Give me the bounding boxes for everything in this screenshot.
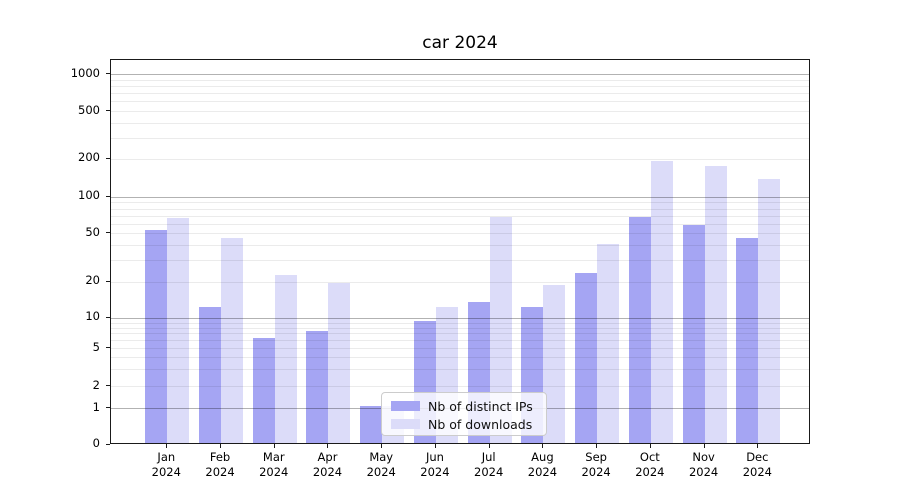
y-tick-label-1000: 1000 bbox=[70, 65, 100, 80]
y-tick-label-50: 50 bbox=[85, 224, 100, 239]
x-tick-label-nov: Nov 2024 bbox=[688, 450, 719, 479]
legend-label-ips: Nb of distinct IPs bbox=[428, 398, 533, 414]
x-tick-label-jan: Jan 2024 bbox=[151, 450, 181, 479]
x-tick-label-may: May 2024 bbox=[366, 450, 396, 479]
y-tick-mark-500 bbox=[106, 110, 110, 111]
bar-ips-may bbox=[360, 406, 383, 443]
bar-ips-oct bbox=[628, 216, 651, 443]
y-tick-mark-20 bbox=[106, 280, 110, 282]
bar-downloads-jan bbox=[167, 218, 190, 443]
gridline-minor-500 bbox=[111, 111, 809, 112]
y-tick-mark-1 bbox=[106, 407, 110, 408]
x-tick-label-dec: Dec 2024 bbox=[742, 450, 772, 479]
gridline-minor-700 bbox=[111, 93, 809, 95]
y-tick-label-10: 10 bbox=[85, 309, 100, 324]
y-tick-label-1: 1 bbox=[92, 399, 100, 414]
bar-downloads-feb bbox=[221, 237, 244, 443]
x-tick-mark-8 bbox=[596, 444, 598, 448]
gridline-major-1000 bbox=[111, 74, 809, 75]
legend-swatch-ips bbox=[391, 401, 420, 411]
y-tick-mark-100 bbox=[106, 195, 110, 197]
x-tick-label-jun: Jun 2024 bbox=[420, 450, 450, 479]
x-tick-label-aug: Aug 2024 bbox=[527, 450, 558, 479]
bar-ips-feb bbox=[199, 306, 222, 443]
y-tick-label-100: 100 bbox=[78, 188, 100, 203]
chart-title: car 2024 bbox=[422, 33, 498, 53]
x-tick-label-sep: Sep 2024 bbox=[581, 450, 611, 479]
gridline-minor-900 bbox=[111, 79, 809, 81]
legend-row-ips: Nb of distinct IPs bbox=[391, 397, 538, 415]
x-tick-label-feb: Feb 2024 bbox=[205, 450, 235, 479]
legend: Nb of distinct IPs Nb of downloads bbox=[381, 392, 547, 436]
y-tick-label-500: 500 bbox=[78, 102, 100, 117]
x-tick-mark-4 bbox=[381, 444, 383, 448]
y-tick-mark-200 bbox=[106, 157, 110, 159]
bar-downloads-aug bbox=[543, 285, 566, 443]
bar-ips-mar bbox=[252, 338, 275, 443]
x-tick-label-jul: Jul 2024 bbox=[474, 450, 504, 479]
x-tick-mark-6 bbox=[488, 444, 490, 448]
bar-downloads-sep bbox=[597, 244, 620, 443]
bar-downloads-nov bbox=[704, 165, 727, 443]
bar-downloads-oct bbox=[650, 161, 673, 443]
legend-row-downloads: Nb of downloads bbox=[391, 415, 538, 433]
y-tick-label-20: 20 bbox=[85, 273, 100, 288]
bar-ips-sep bbox=[575, 272, 598, 443]
y-tick-mark-10 bbox=[106, 316, 110, 318]
x-tick-label-oct: Oct 2024 bbox=[635, 450, 665, 479]
bar-downloads-apr bbox=[328, 282, 351, 443]
bar-ips-jan bbox=[145, 230, 168, 443]
x-tick-mark-3 bbox=[327, 444, 329, 448]
y-tick-mark-2 bbox=[106, 385, 110, 387]
y-tick-label-5: 5 bbox=[92, 339, 100, 354]
bar-ips-apr bbox=[306, 331, 329, 443]
bar-ips-dec bbox=[736, 237, 759, 443]
x-tick-label-mar: Mar 2024 bbox=[259, 450, 289, 479]
y-tick-mark-50 bbox=[106, 232, 110, 234]
x-tick-mark-7 bbox=[542, 444, 544, 448]
gridline-minor-400 bbox=[111, 122, 809, 124]
bar-ips-nov bbox=[682, 225, 705, 443]
x-tick-mark-1 bbox=[220, 444, 222, 448]
x-tick-mark-5 bbox=[434, 444, 436, 448]
gridline-minor-800 bbox=[111, 85, 809, 87]
x-tick-mark-2 bbox=[273, 444, 275, 448]
bar-downloads-jul bbox=[489, 216, 512, 443]
y-tick-mark-1000 bbox=[106, 73, 110, 74]
x-tick-mark-10 bbox=[703, 444, 705, 448]
legend-swatch-downloads bbox=[391, 419, 420, 429]
x-tick-mark-0 bbox=[166, 444, 168, 448]
bar-downloads-dec bbox=[758, 178, 781, 443]
y-tick-mark-5 bbox=[106, 347, 110, 349]
legend-label-downloads: Nb of downloads bbox=[428, 416, 533, 432]
y-tick-label-200: 200 bbox=[78, 150, 100, 165]
x-tick-mark-11 bbox=[757, 444, 759, 448]
gridline-minor-300 bbox=[111, 137, 809, 139]
gridline-minor-200 bbox=[111, 158, 809, 160]
bar-downloads-mar bbox=[274, 274, 297, 443]
gridline-minor-600 bbox=[111, 101, 809, 103]
y-tick-label-2: 2 bbox=[92, 377, 100, 392]
y-tick-mark-0 bbox=[106, 443, 110, 445]
y-tick-label-0: 0 bbox=[92, 436, 100, 451]
x-tick-mark-9 bbox=[649, 444, 651, 448]
plot-area bbox=[110, 59, 810, 444]
x-tick-label-apr: Apr 2024 bbox=[312, 450, 343, 479]
